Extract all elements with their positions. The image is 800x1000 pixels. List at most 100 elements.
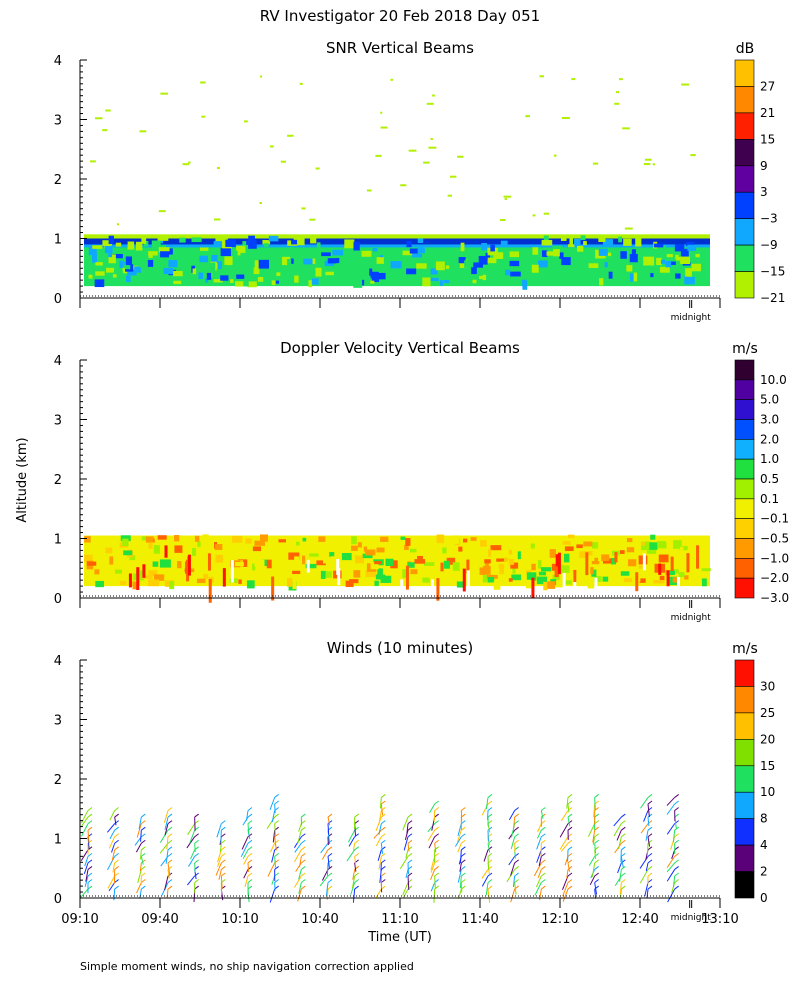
colorbar-swatch [734, 86, 755, 114]
data-cell [680, 256, 691, 265]
wind-barb-tick [647, 833, 653, 838]
data-speck [366, 189, 372, 192]
wind-barb-tick [541, 807, 546, 811]
data-cell [309, 553, 319, 557]
data-speck [436, 578, 440, 601]
wind-barb [190, 849, 196, 860]
data-cell [220, 237, 228, 245]
colorbar-swatch [734, 359, 755, 381]
wind-barb-tick [301, 846, 306, 851]
wind-barb-tick [674, 859, 679, 864]
data-cell [205, 278, 209, 283]
data-cell [358, 272, 367, 279]
data-cell [339, 276, 345, 281]
wind-barb [647, 836, 651, 847]
wind-barb [666, 856, 676, 868]
data-cell [148, 570, 158, 576]
wind-barb-tick [407, 820, 413, 825]
data-speck [555, 554, 559, 567]
wind-barb-tick [674, 839, 679, 844]
data-cell [252, 546, 262, 552]
data-cell [559, 262, 570, 270]
wind-barb-tick [647, 866, 653, 870]
data-cell [148, 251, 158, 256]
wind-barb-tick [434, 872, 439, 877]
wind-barb-tick [247, 833, 253, 838]
wind-barb-tick [541, 872, 546, 877]
wind-barb [270, 843, 276, 853]
data-speck [230, 560, 234, 583]
data-cell [125, 275, 131, 283]
data-cell [370, 280, 375, 284]
data-cell [332, 249, 344, 256]
data-cell [590, 567, 594, 575]
data-cell [598, 238, 606, 242]
wind-barb-tick [594, 813, 599, 818]
data-cell [563, 553, 570, 563]
data-cell [218, 261, 222, 270]
data-speck [681, 83, 690, 86]
wind-barb-tick [594, 839, 599, 844]
data-cell [610, 557, 617, 565]
data-speck [592, 162, 599, 165]
x-tick-label: 11:40 [461, 912, 498, 927]
wind-barb [428, 836, 436, 849]
wind-barb-tick [221, 846, 226, 851]
wind-barb [378, 810, 382, 824]
data-cell [291, 539, 298, 548]
data-cell [335, 257, 340, 264]
midnight-label: midnight [671, 613, 712, 623]
data-cell [246, 580, 255, 589]
wind-barb-tick [407, 813, 413, 818]
colorbar-label: −21 [760, 291, 785, 305]
wind-barb [594, 849, 597, 859]
wind-barb [566, 869, 569, 879]
wind-barb-tick [87, 872, 93, 877]
data-cell [191, 237, 202, 243]
data-speck [259, 202, 262, 205]
data-speck [207, 553, 211, 571]
wind-barb-tick [141, 859, 146, 864]
wind-barb-tick [301, 879, 306, 883]
wind-barb [140, 830, 142, 842]
wind-barb-tick [327, 852, 333, 857]
data-cell [404, 544, 409, 550]
data-cell [422, 277, 431, 287]
colorbar-swatch [734, 659, 755, 687]
wind-barb [159, 842, 169, 854]
wind-barb-tick [407, 826, 413, 831]
data-cell [92, 245, 103, 249]
wind-barb-tick [647, 879, 653, 883]
data-cell [509, 251, 520, 258]
data-cell [92, 254, 98, 263]
data-cell [198, 272, 204, 279]
data-cell [675, 273, 681, 279]
wind-barb-tick [114, 826, 119, 831]
data-cell [576, 272, 587, 278]
data-cell [124, 263, 131, 270]
data-speck [450, 175, 457, 178]
data-cell [238, 579, 242, 584]
data-cell [154, 574, 165, 581]
data-cell [137, 544, 142, 551]
data-speck [214, 218, 221, 221]
data-speck [116, 223, 120, 226]
data-speck [594, 577, 598, 602]
data-cell [422, 577, 430, 583]
wind-barb [245, 810, 249, 821]
data-cell [88, 246, 97, 256]
data-cell [479, 275, 483, 280]
wind-barb [614, 842, 622, 854]
colorbar-label: 8 [760, 812, 768, 826]
y-tick-label: 4 [54, 654, 62, 669]
colorbar-label: 0.5 [760, 472, 779, 486]
data-cell [656, 257, 662, 266]
data-cell [531, 264, 539, 273]
data-cell [576, 245, 584, 252]
data-cell [292, 570, 301, 575]
wind-barb-tick [247, 885, 253, 890]
wind-barb [378, 823, 382, 835]
wind-barb-tick [221, 852, 226, 857]
data-cell [311, 278, 319, 285]
wind-barb [562, 882, 569, 897]
